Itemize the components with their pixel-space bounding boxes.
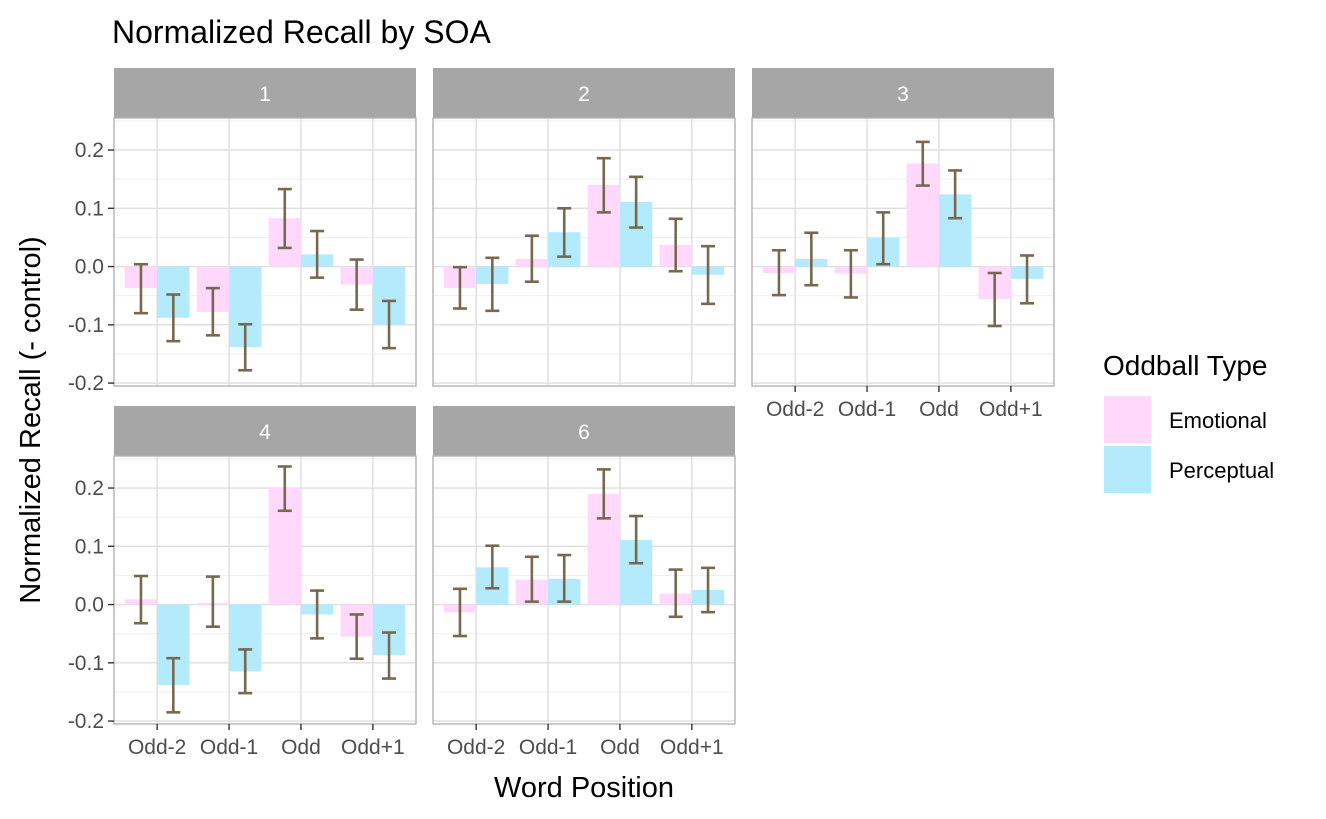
- y-tick-label: 0.1: [75, 197, 104, 220]
- x-tick-label: Odd: [919, 398, 959, 421]
- error-bar: [804, 231, 819, 287]
- x-tick-label: Odd+1: [660, 736, 724, 759]
- facet-strip-label: 2: [578, 83, 590, 106]
- error-bar: [596, 468, 611, 520]
- error-bar: [205, 575, 220, 629]
- error-bar: [557, 207, 572, 258]
- error-bar: [596, 156, 611, 214]
- error-bar: [133, 262, 148, 315]
- x-tick-label: Odd-1: [200, 736, 258, 759]
- y-tick-label: -0.2: [68, 710, 104, 733]
- error-bar: [205, 286, 220, 337]
- chart-title: Normalized Recall by SOA: [112, 14, 491, 50]
- error-bar: [948, 169, 963, 220]
- error-bar: [771, 248, 786, 297]
- error-bar: [629, 175, 644, 229]
- facet-panel: 4 -0.2 -0.1 0.0 0.1 0.2 Odd-2 Odd-1 Odd Odd+1: [68, 406, 417, 759]
- x-tick-label: Odd-1: [838, 398, 896, 421]
- error-bar: [310, 229, 325, 279]
- x-tick-label: Odd-1: [519, 736, 577, 759]
- facet-strip-label: 4: [259, 421, 271, 444]
- error-bar: [238, 322, 253, 372]
- error-bar: [668, 217, 683, 273]
- gridlines: [752, 118, 1054, 386]
- y-tick-label: 0.0: [75, 594, 104, 617]
- legend-key-emotional: [1104, 396, 1151, 443]
- error-bar: [485, 544, 500, 590]
- error-bar: [238, 648, 253, 695]
- facet-strip: [433, 68, 735, 118]
- legend-title: Oddball Type: [1103, 350, 1268, 381]
- error-bar: [915, 140, 930, 187]
- legend-key-perceptual: [1104, 446, 1151, 493]
- error-bar: [524, 555, 539, 603]
- panel-border: [432, 455, 736, 725]
- facet-strip: [752, 68, 1054, 118]
- facet-strip: [114, 68, 416, 118]
- y-tick-label: 0.2: [75, 139, 104, 162]
- y-tick-label: 0.1: [75, 535, 104, 558]
- error-bar: [987, 271, 1002, 328]
- facet-panel: 1 -0.2 -0.1 0.0 0.1 0.2: [68, 68, 417, 395]
- error-bar: [349, 613, 364, 661]
- facet-panel: 2: [432, 68, 736, 387]
- error-bar: [485, 256, 500, 313]
- gridlines: [114, 456, 416, 724]
- y-tick-label: 0.2: [75, 477, 104, 500]
- facet-strip-label: 1: [259, 83, 271, 106]
- panel-border: [751, 117, 1055, 387]
- y-axis-title: Normalized Recall (- control): [15, 236, 47, 603]
- y-tick-label: -0.1: [68, 652, 104, 675]
- x-tick-label: Odd-2: [766, 398, 824, 421]
- legend: Oddball Type Emotional Perceptual: [1103, 350, 1274, 493]
- error-bar: [1020, 254, 1035, 305]
- error-bar: [668, 568, 683, 619]
- x-tick-label: Odd: [281, 736, 321, 759]
- error-bar: [277, 465, 292, 513]
- error-bar: [166, 293, 181, 343]
- facet-strip-label: 3: [897, 83, 909, 106]
- error-bar: [524, 234, 539, 284]
- error-bar: [557, 553, 572, 603]
- facet-panel: 3 Odd-2 Odd-1 Odd Odd+1: [751, 68, 1055, 421]
- facet-strip: [433, 406, 735, 456]
- facet-strip: [114, 406, 416, 456]
- y-tick-label: -0.1: [68, 314, 104, 337]
- legend-label: Perceptual: [1169, 458, 1274, 483]
- facet-panel: 6 Odd-2 Odd-1 Odd Odd+1: [432, 406, 736, 759]
- error-bar: [843, 248, 858, 299]
- error-bar: [876, 211, 891, 266]
- error-bar: [166, 656, 181, 714]
- panel-border: [432, 117, 736, 387]
- legend-label: Emotional: [1169, 408, 1267, 433]
- error-bar: [133, 574, 148, 625]
- x-axis-title: Word Position: [494, 772, 674, 804]
- facet-strip-label: 6: [578, 421, 590, 444]
- x-tick-label: Odd+1: [979, 398, 1043, 421]
- error-bar: [382, 631, 397, 680]
- x-tick-label: Odd: [600, 736, 640, 759]
- error-bar: [382, 299, 397, 350]
- error-bar: [349, 258, 364, 311]
- x-tick-label: Odd-2: [447, 736, 505, 759]
- error-bar: [701, 566, 716, 614]
- y-tick-label: 0.0: [75, 256, 104, 279]
- y-tick-label: -0.2: [68, 372, 104, 395]
- facet-panels: 1 -0.2 -0.1 0.0 0.1 0.2 2 3 Odd-2 Odd-1 Odd Odd+1 4 -…: [68, 68, 1055, 759]
- error-bar: [277, 187, 292, 250]
- panel-border: [113, 117, 417, 387]
- panel-border: [113, 455, 417, 725]
- error-bar: [701, 244, 716, 306]
- error-bar: [310, 589, 325, 640]
- error-bar: [629, 514, 644, 565]
- error-bar: [452, 265, 467, 310]
- x-tick-label: Odd+1: [341, 736, 405, 759]
- error-bar: [452, 587, 467, 638]
- x-tick-label: Odd-2: [128, 736, 186, 759]
- gridlines: [114, 118, 416, 386]
